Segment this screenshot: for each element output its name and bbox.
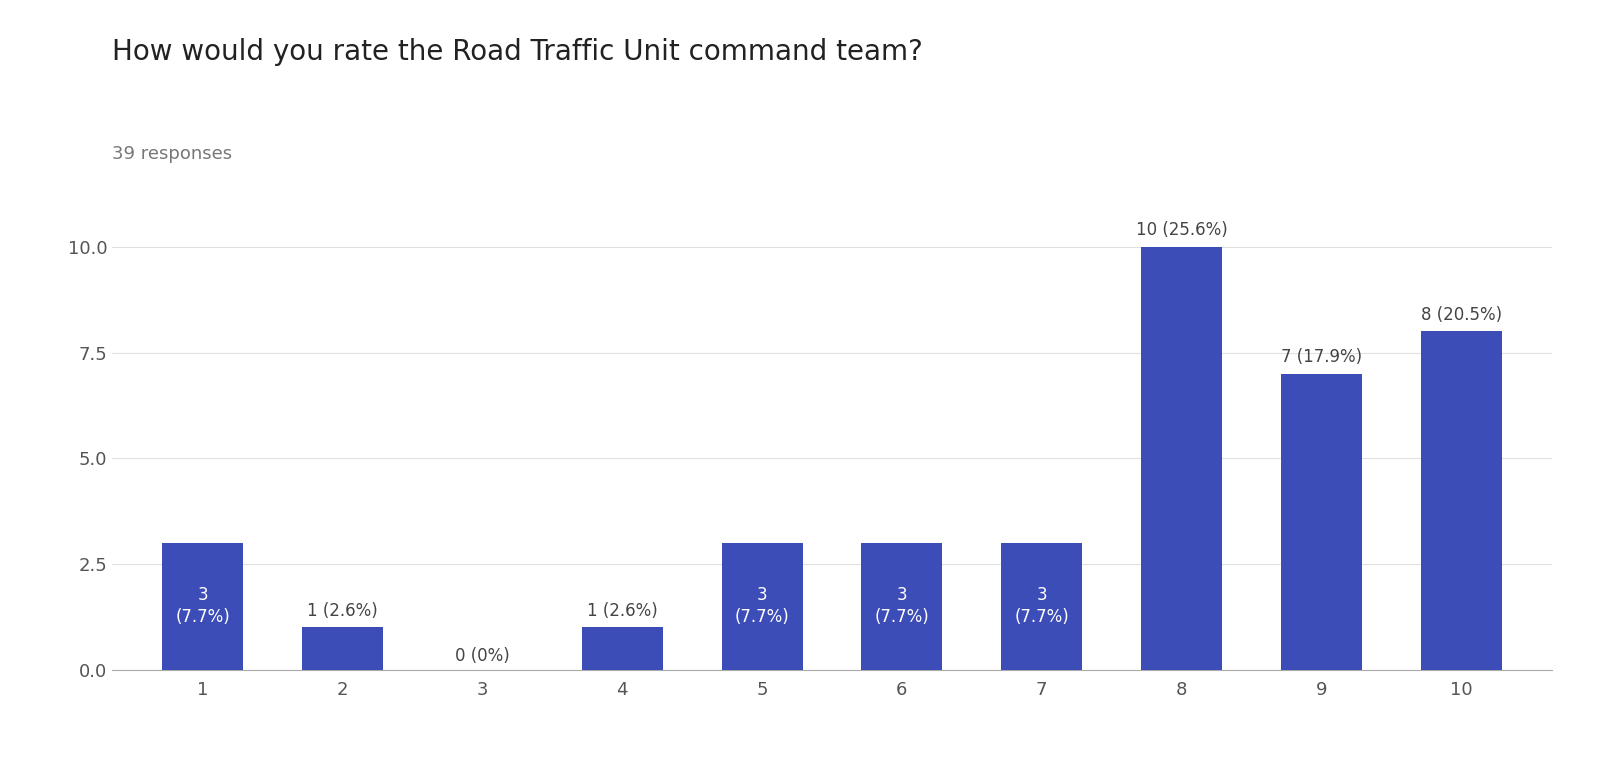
Text: 3
(7.7%): 3 (7.7%) — [734, 586, 789, 626]
Text: 1 (2.6%): 1 (2.6%) — [307, 602, 378, 619]
Bar — [1421, 332, 1502, 670]
Text: 10 (25.6%): 10 (25.6%) — [1136, 221, 1227, 239]
Bar — [1002, 543, 1082, 670]
Text: 3
(7.7%): 3 (7.7%) — [176, 586, 230, 626]
Bar — [302, 627, 384, 670]
Text: 1 (2.6%): 1 (2.6%) — [587, 602, 658, 619]
Text: 39 responses: 39 responses — [112, 145, 232, 163]
Text: 3
(7.7%): 3 (7.7%) — [875, 586, 930, 626]
Bar — [1141, 247, 1222, 670]
Bar — [162, 543, 243, 670]
Text: 3
(7.7%): 3 (7.7%) — [1014, 586, 1069, 626]
Bar — [722, 543, 803, 670]
Bar — [1280, 374, 1362, 670]
Text: 7 (17.9%): 7 (17.9%) — [1280, 348, 1362, 366]
Text: 8 (20.5%): 8 (20.5%) — [1421, 306, 1502, 324]
Text: How would you rate the Road Traffic Unit command team?: How would you rate the Road Traffic Unit… — [112, 38, 923, 66]
Bar — [861, 543, 942, 670]
Bar — [582, 627, 662, 670]
Text: 0 (0%): 0 (0%) — [454, 647, 510, 664]
